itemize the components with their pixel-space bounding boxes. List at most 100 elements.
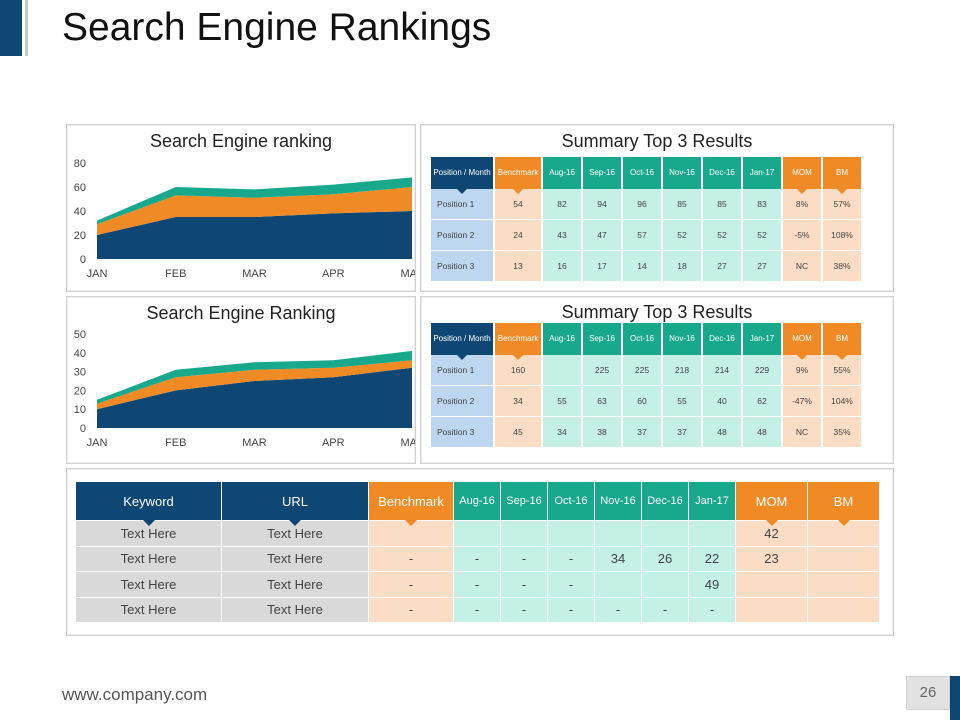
summary-panel-1: Summary Top 3 Results Position / Month Be… <box>420 124 894 292</box>
header-pointer <box>289 520 301 526</box>
column-header-label: MOM <box>755 493 788 509</box>
table-cell: - <box>501 546 547 571</box>
table-cell <box>642 521 688 546</box>
table-cell: 63 <box>583 386 621 417</box>
column-header-label: BM <box>836 168 848 178</box>
table-cell: 225 <box>583 355 621 386</box>
chart-panel-2: Search Engine Ranking 0 10 20 30 40 50 JAN FEB M… <box>66 296 416 464</box>
table-row: Position 1 54 82 94 96 85 85 83 8% 57% <box>431 189 861 220</box>
x-tick-label: MAR <box>242 268 267 280</box>
column-header-label: BM <box>833 493 854 509</box>
header-pointer <box>405 520 417 526</box>
table-cell: - <box>548 597 594 622</box>
table-cell: 9% <box>783 355 821 386</box>
table-cell: 104% <box>823 386 861 417</box>
table-cell: 43 <box>543 220 581 251</box>
table-cell: 45 <box>495 417 541 448</box>
table-cell: 48 <box>703 417 741 448</box>
table-cell: 24 <box>495 220 541 251</box>
table-cell <box>454 521 500 546</box>
column-header: Position / Month <box>431 157 493 194</box>
column-header-label: Oct-16 <box>554 495 588 507</box>
table-cell: 62 <box>743 386 781 417</box>
table-cell <box>736 597 807 622</box>
table-cell: -47% <box>783 386 821 417</box>
table-cell <box>595 572 641 597</box>
table-cell: 85 <box>703 189 741 220</box>
table-cell: 37 <box>663 417 701 448</box>
column-header-label: Dec-16 <box>709 168 735 178</box>
table-cell: - <box>689 597 735 622</box>
column-header-label: MOM <box>792 334 812 344</box>
footer-url[interactable]: www.company.com <box>62 685 208 704</box>
header-pointer <box>513 355 523 360</box>
column-header-label: Nov-16 <box>600 495 636 507</box>
column-header: Sep-16 <box>501 482 547 520</box>
table-cell: 48 <box>743 417 781 448</box>
table-cell: 96 <box>623 189 661 220</box>
column-header-label: URL <box>281 493 308 509</box>
header-pointer <box>457 355 467 360</box>
table-cell <box>501 521 547 546</box>
column-header: BM <box>823 157 861 194</box>
table-cell: Position 3 <box>431 417 493 448</box>
table-cell: Text Here <box>222 546 368 571</box>
table-cell <box>808 572 879 597</box>
table-cell: 85 <box>663 189 701 220</box>
table-cell <box>736 572 807 597</box>
header-pointer <box>837 520 850 526</box>
column-header: Dec-16 <box>703 323 741 355</box>
keyword-table: Keyword URL Benchmark Aug-16 Sep-16 Oct-16 Nov… <box>75 481 880 623</box>
table-header-row: Position / Month Benchmark Aug-16 Sep-16 Oct… <box>431 157 861 194</box>
column-header: Dec-16 <box>703 157 741 189</box>
table-row: Text Here Text Here - - - -34 26 22 23 <box>76 546 879 571</box>
y-tick-label: 80 <box>74 158 86 170</box>
column-header-label: Aug-16 <box>459 495 495 507</box>
column-header-label: Benchmark <box>378 493 444 509</box>
y-tick-label: 20 <box>74 385 86 397</box>
column-header: Aug-16 <box>543 323 581 355</box>
keyword-panel: Keyword URL Benchmark Aug-16 Sep-16 Oct-16 Nov… <box>66 468 894 636</box>
area-series-1 <box>97 367 412 428</box>
table-header-row: Position / Month Benchmark Aug-16 Sep-16 Oct… <box>431 323 861 360</box>
table-cell: - <box>454 597 500 622</box>
x-tick-label: FEB <box>165 268 186 280</box>
column-header: Keyword <box>76 482 221 526</box>
column-header-label: Jan-17 <box>695 495 729 507</box>
column-header-label: Oct-16 <box>629 334 654 344</box>
table-cell: 57% <box>823 189 861 220</box>
table-cell: 229 <box>743 355 781 386</box>
table-cell: 218 <box>663 355 701 386</box>
header-pointer <box>457 189 467 194</box>
table-cell: Text Here <box>222 597 368 622</box>
title-accent-bar <box>0 0 22 56</box>
header-pointer <box>797 189 807 194</box>
table-cell: 214 <box>703 355 741 386</box>
table-cell: 27 <box>703 251 741 282</box>
column-header: Nov-16 <box>595 482 641 520</box>
table-cell: - <box>369 546 453 571</box>
table-cell: 55% <box>823 355 861 386</box>
table-cell: Text Here <box>76 546 221 571</box>
column-header-label: Benchmark <box>497 334 539 344</box>
table-cell: 38 <box>583 417 621 448</box>
column-header: Sep-16 <box>583 323 621 355</box>
column-header: Oct-16 <box>548 482 594 520</box>
area-series-2 <box>97 187 412 235</box>
table-cell: Text Here <box>76 572 221 597</box>
table-cell: 55 <box>543 386 581 417</box>
column-header: BM <box>808 482 879 526</box>
column-header: MOM <box>783 323 821 360</box>
column-header: Oct-16 <box>623 323 661 355</box>
header-pointer <box>765 520 778 526</box>
y-tick-label: 0 <box>80 254 86 266</box>
header-pointer <box>142 520 155 526</box>
column-header-label: Sep-16 <box>506 495 542 507</box>
column-header: Aug-16 <box>543 157 581 189</box>
column-header-label: Dec-16 <box>647 495 683 507</box>
column-header-label: Sep-16 <box>589 334 615 344</box>
table-row: Position 3 13 16 17 14 18 27 27 NC 38% <box>431 251 861 282</box>
chart-panel-1: Search Engine ranking 0 20 40 60 80 JAN FEB MAR… <box>66 124 416 292</box>
table-cell: NC <box>783 251 821 282</box>
column-header-label: Keyword <box>123 493 174 509</box>
